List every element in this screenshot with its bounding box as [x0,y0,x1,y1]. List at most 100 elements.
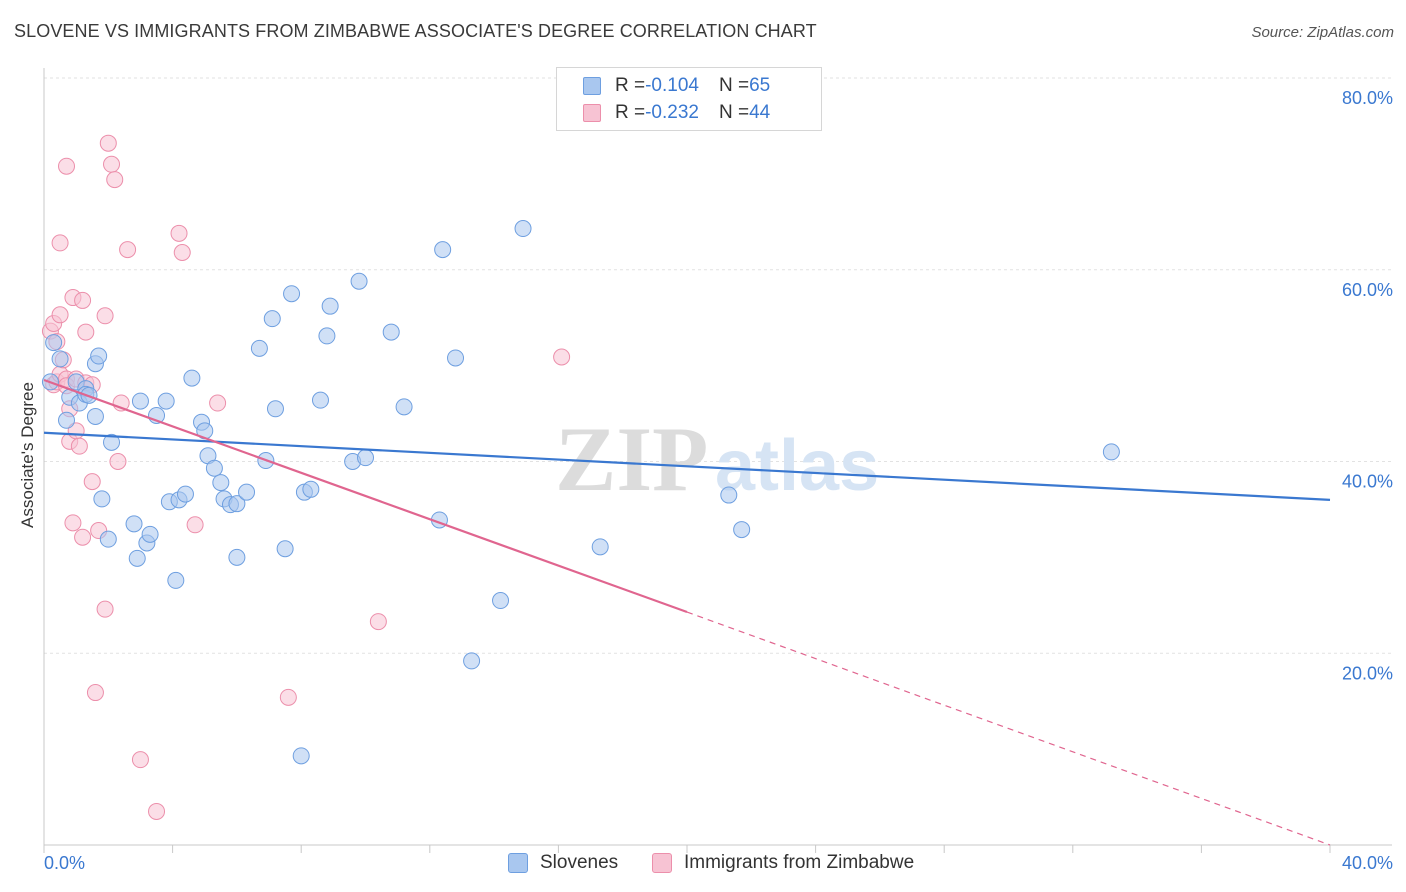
data-point [434,241,452,259]
legend-r-value: -0.232 [645,102,699,123]
data-point [318,327,336,345]
chart-title: SLOVENE VS IMMIGRANTS FROM ZIMBABWE ASSO… [14,21,817,41]
data-point [250,339,268,357]
data-point [141,525,159,543]
legend-label-slovenes: Slovenes [540,852,619,873]
data-point [70,437,88,455]
data-point [74,291,92,309]
data-point [212,474,230,492]
data-point [51,306,69,324]
trendlines [43,378,1331,846]
trendline-slovenes [43,431,1331,501]
data-point [311,391,329,409]
data-point [176,485,194,503]
data-point [447,349,465,367]
data-point [1102,443,1120,461]
data-point [209,394,227,412]
data-point [514,220,532,238]
data-point [205,459,223,477]
data-point [99,530,117,548]
y-tick-label: 80.0% [1342,88,1393,108]
legend-r-label: R = [615,102,646,123]
y-axis-label: Associate's Degree [18,382,37,528]
legend-r-value: -0.104 [645,75,699,96]
data-point [321,297,339,315]
y-tick-labels: 20.0% 40.0% 60.0% 80.0% [1342,88,1393,683]
data-point [45,334,63,352]
data-point [238,483,256,501]
data-point [51,234,69,252]
legend-r-label: R = [615,75,646,96]
data-point [357,449,374,467]
series-legend: Slovenes Immigrants from Zimbabwe [0,852,1406,878]
data-point [148,802,166,820]
grid-lines [44,77,1392,654]
data-point [382,323,400,341]
series-immigrants-zimbabwe [41,134,571,820]
data-point [173,243,191,261]
data-point [183,369,201,387]
legend-n-value: 65 [749,75,771,96]
data-point [350,272,368,290]
watermark: ZIP atlas [555,408,879,510]
data-point [186,516,204,534]
data-point [103,155,121,173]
watermark-atlas: atlas [715,426,879,506]
data-point [86,407,104,425]
data-point [90,347,108,365]
data-point [228,495,246,513]
data-point [463,652,481,670]
series-slovenes [41,220,1120,765]
legend-swatch-slovenes [583,77,601,95]
data-point [99,134,117,152]
data-point [228,548,246,566]
data-point [395,398,413,416]
data-point [157,392,175,410]
data-point [93,490,111,508]
legend-swatch-zimbabwe [583,104,601,122]
data-point [369,613,387,631]
data-point [492,592,510,610]
stats-legend: R = -0.104 N = 65 R = -0.232 N = 44 [556,67,822,131]
data-point [266,400,284,418]
y-tick-label: 60.0% [1342,280,1393,300]
data-point [276,540,294,558]
x-tick-label: 40.0% [1342,853,1393,873]
data-point [74,528,92,546]
legend-swatch-zimbabwe [652,853,672,873]
data-point [119,241,137,259]
legend-n-label: N = [718,75,750,96]
data-point [128,549,146,567]
legend-item-zimbabwe: Immigrants from Zimbabwe [652,852,914,874]
data-point [51,350,69,368]
legend-n-value: 44 [749,102,771,123]
legend-item-slovenes: Slovenes [508,852,618,874]
data-point [83,473,101,491]
data-point [58,157,76,175]
data-point [733,521,751,539]
y-tick-label: 40.0% [1342,472,1393,492]
data-point [283,285,301,303]
data-point [125,515,143,533]
data-point [131,392,149,410]
data-point [96,307,114,325]
data-point [103,433,121,451]
axes [43,68,1392,853]
data-point [279,688,297,706]
data-point [109,453,127,470]
data-point [720,486,738,504]
legend-swatch-slovenes [508,853,528,873]
legend-row-zimbabwe: R = -0.232 N = 44 [583,101,770,125]
data-point [263,310,281,328]
x-tick-labels: 0.0% 40.0% [44,853,1393,873]
legend-row-slovenes: R = -0.104 N = 65 [583,74,770,98]
source-label: Source: ZipAtlas.com [1251,24,1394,41]
data-point [167,571,185,589]
data-point [86,684,104,702]
trendline-zimbabwe-extension [686,611,1331,846]
data-point [292,747,310,765]
trendline-zimbabwe [43,378,688,614]
data-point [58,411,76,429]
data-point [553,348,571,366]
